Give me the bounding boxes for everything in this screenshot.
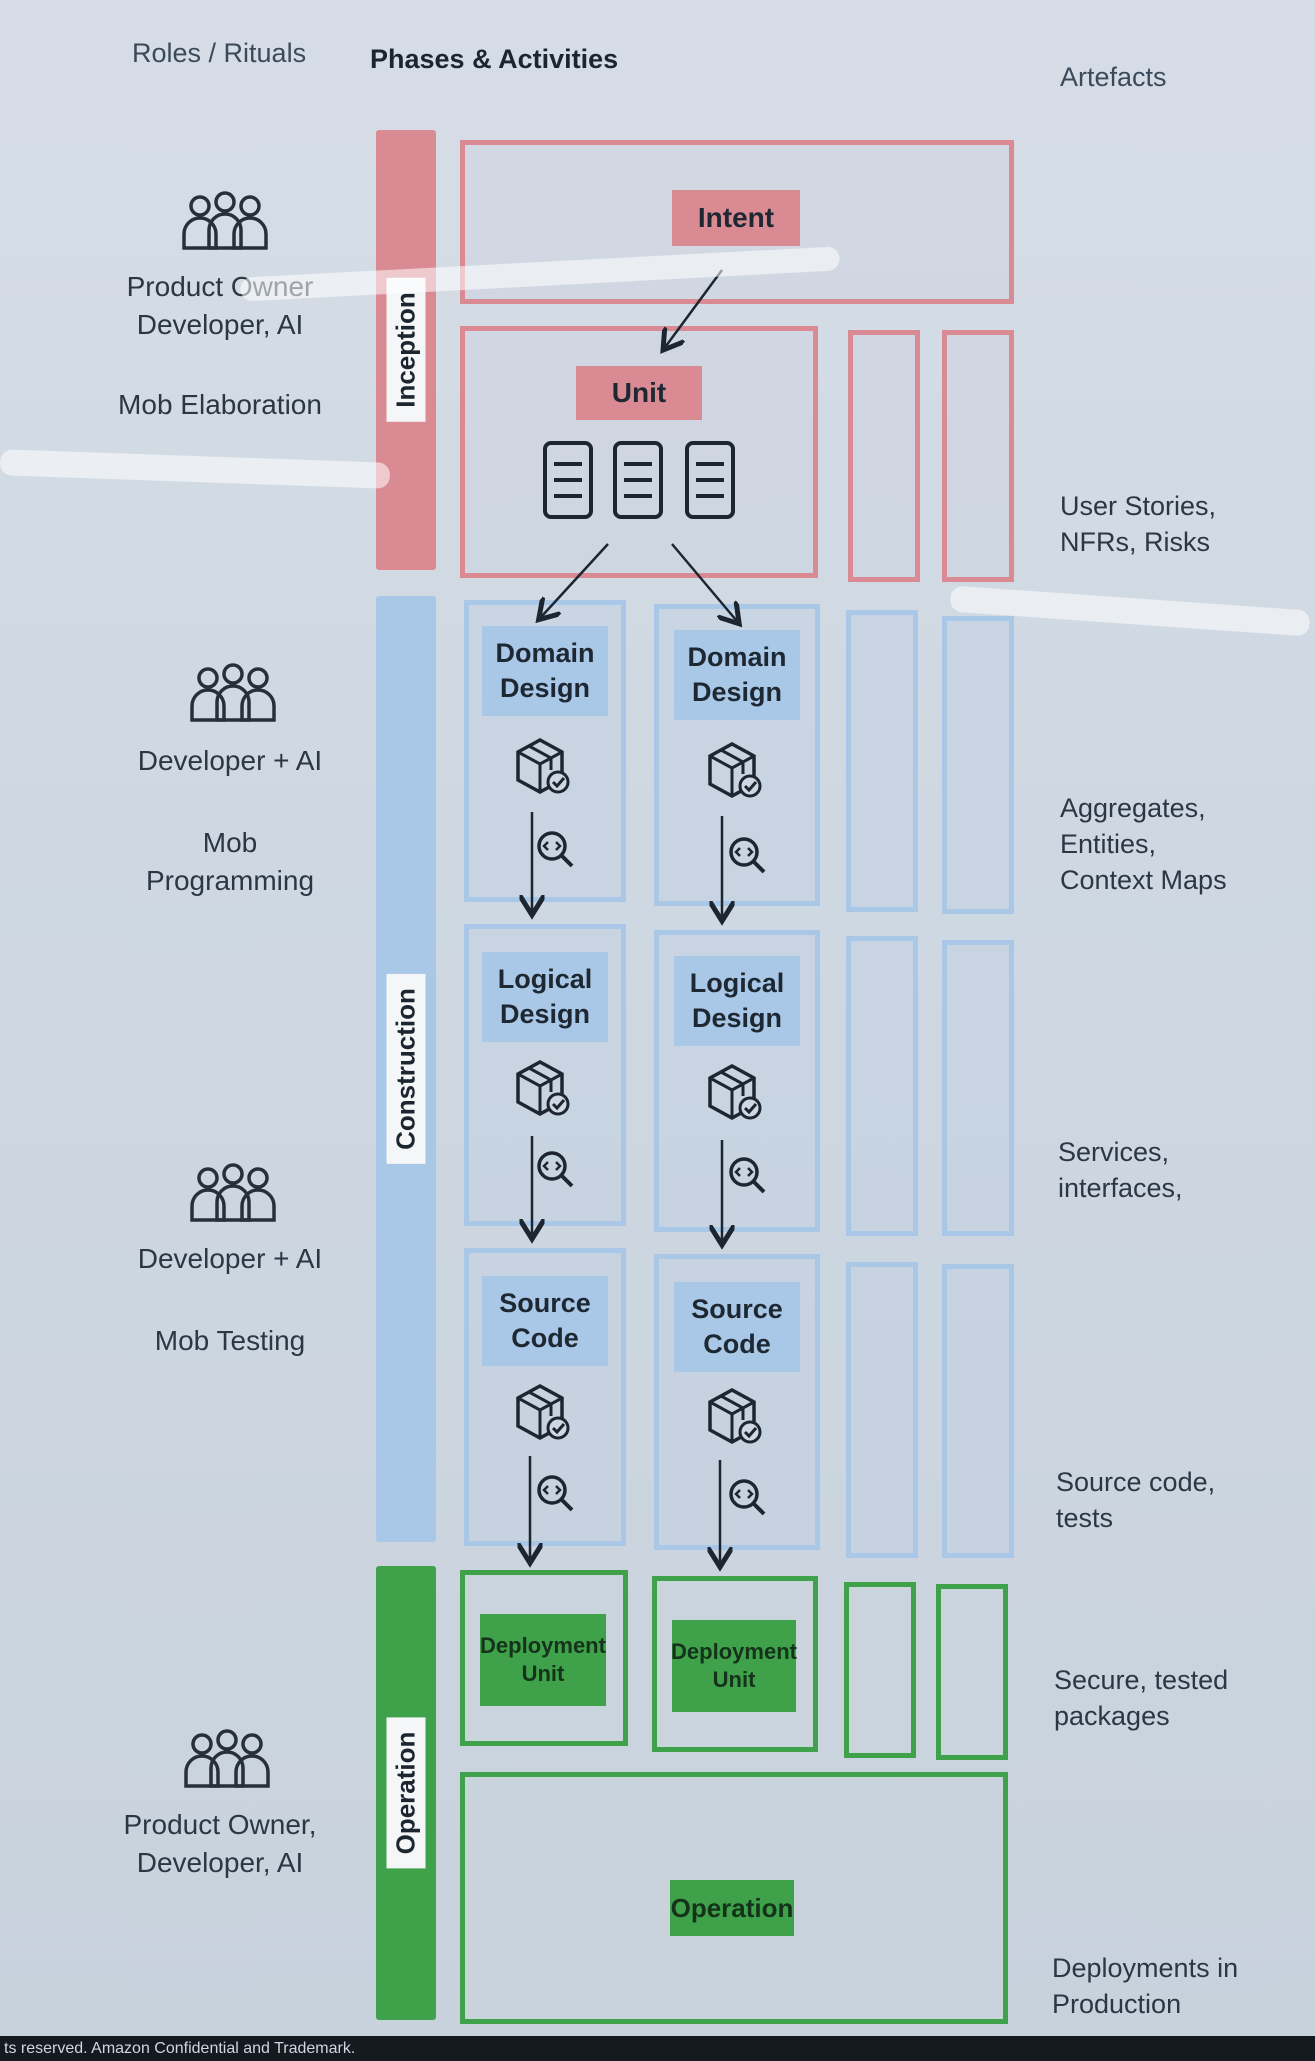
phases-header: Phases & Activities bbox=[370, 44, 619, 74]
code-search-icon bbox=[537, 1151, 574, 1188]
deployment-unit-node-2: Deployment Unit bbox=[671, 1620, 797, 1712]
document-icon bbox=[684, 440, 736, 525]
construction-empty-1 bbox=[846, 610, 918, 912]
construction-empty-5 bbox=[846, 1262, 918, 1558]
operation-empty-2 bbox=[936, 1584, 1008, 1760]
code-search-icon bbox=[537, 831, 574, 868]
role-people-3: Developer + AI bbox=[137, 1243, 323, 1274]
operation-empty-1 bbox=[844, 1582, 916, 1758]
construction-bar: Construction bbox=[376, 596, 436, 1542]
construction-empty-4 bbox=[942, 940, 1014, 1236]
construction-empty-6 bbox=[942, 1264, 1014, 1558]
ritual-1: Mob Elaboration bbox=[118, 389, 322, 420]
code-search-icon bbox=[729, 837, 766, 874]
arrow-icon bbox=[666, 269, 724, 346]
arrow-icon bbox=[671, 543, 736, 620]
inception-empty-column-2 bbox=[942, 330, 1014, 582]
ritual-3: Mob Testing bbox=[154, 1325, 306, 1356]
artefacts-header: Artefacts bbox=[1060, 62, 1167, 92]
artefact-source: Source code, tests bbox=[1056, 1467, 1216, 1533]
role-people-4: Product Owner, Developer, AI bbox=[123, 1809, 317, 1878]
source-code-node-1: Source Code bbox=[482, 1276, 608, 1366]
document-icon bbox=[612, 440, 664, 525]
logical-design-node-2: Logical Design bbox=[674, 956, 800, 1046]
artefact-domain: Aggregates, Entities, Context Maps bbox=[1060, 793, 1227, 895]
artefact-deployment: Secure, tested packages bbox=[1054, 1665, 1229, 1731]
artefact-inception: User Stories, NFRs, Risks bbox=[1060, 491, 1217, 557]
construction-empty-3 bbox=[846, 936, 918, 1236]
people-icon bbox=[188, 1162, 278, 1229]
package-icon bbox=[516, 1060, 570, 1116]
document-icon bbox=[542, 440, 594, 525]
inception-empty-column-1 bbox=[848, 330, 920, 582]
package-icon bbox=[708, 742, 762, 798]
people-icon bbox=[188, 662, 278, 729]
inception-bar: Inception bbox=[376, 130, 436, 570]
logical-design-node-1: Logical Design bbox=[482, 952, 608, 1042]
artefact-production: Deployments in Production bbox=[1052, 1953, 1239, 2019]
code-search-icon bbox=[729, 1157, 766, 1194]
domain-design-node-2: Domain Design bbox=[674, 630, 800, 720]
code-search-icon bbox=[537, 1475, 574, 1512]
code-search-icon bbox=[729, 1479, 766, 1516]
package-icon bbox=[708, 1388, 762, 1444]
artefact-logical: Services, interfaces, bbox=[1058, 1137, 1183, 1203]
domain-design-node-1: Domain Design bbox=[482, 626, 608, 716]
unit-node: Unit bbox=[576, 366, 702, 420]
operation-bar: Operation bbox=[376, 1566, 436, 2020]
operation-node: Operation bbox=[670, 1880, 794, 1936]
people-icon bbox=[180, 190, 270, 257]
people-icon bbox=[182, 1728, 272, 1795]
roles-header: Roles / Rituals bbox=[132, 38, 307, 68]
package-icon bbox=[708, 1064, 762, 1120]
package-icon bbox=[516, 1384, 570, 1440]
intent-node: Intent bbox=[672, 190, 800, 246]
footer-notice: ts reserved. Amazon Confidential and Tra… bbox=[0, 2036, 1315, 2061]
role-people-2: Developer + AI bbox=[137, 745, 323, 776]
source-code-node-2: Source Code bbox=[674, 1282, 800, 1372]
arrow-icon bbox=[542, 543, 609, 616]
deployment-unit-node-1: Deployment Unit bbox=[480, 1614, 606, 1706]
ritual-2: Mob Programming bbox=[145, 827, 315, 896]
package-icon bbox=[516, 738, 570, 794]
construction-empty-2 bbox=[942, 616, 1014, 914]
